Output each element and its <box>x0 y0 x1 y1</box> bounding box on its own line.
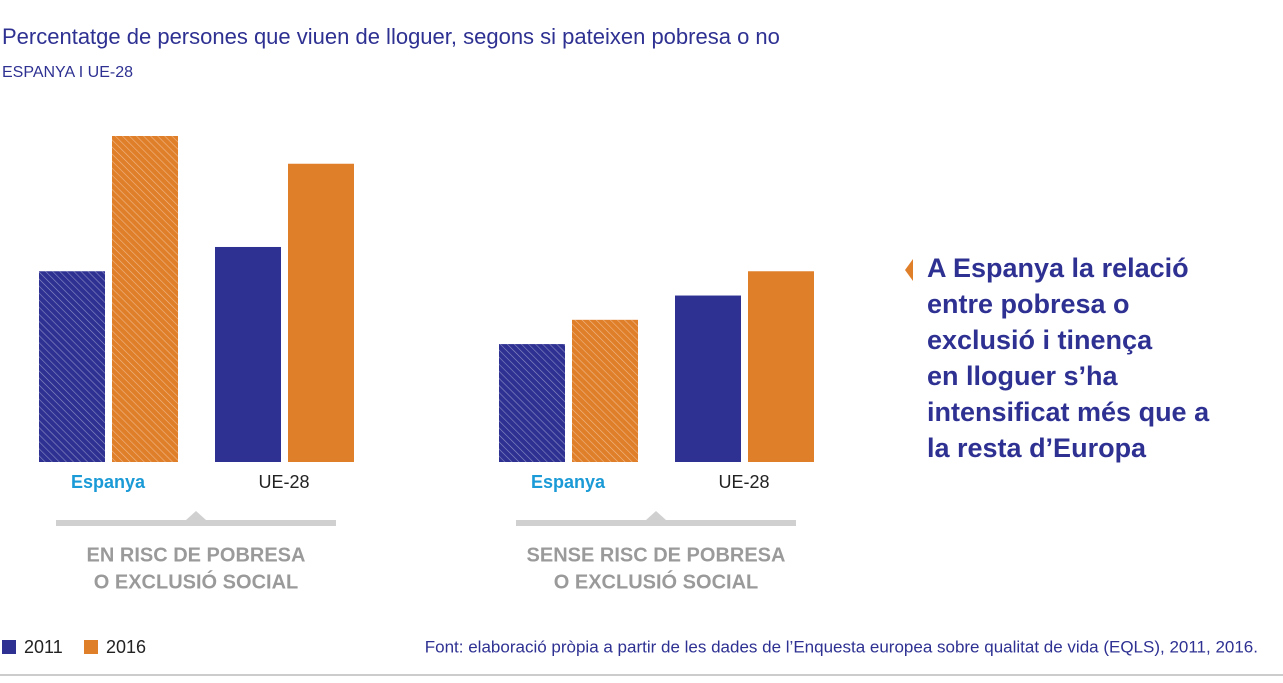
x-tick-label: Espanya <box>71 472 146 492</box>
annotation: A Espanya la relació <box>927 253 1189 283</box>
legend-swatch <box>84 640 98 654</box>
annotation: entre pobresa o <box>927 289 1130 319</box>
legend-swatch <box>2 640 16 654</box>
group-label: O EXCLUSIÓ SOCIAL <box>94 569 298 593</box>
group-label: SENSE RISC DE POBRESA <box>527 544 786 566</box>
bar <box>675 295 741 462</box>
source: Font: elaboració pròpia a partir de les … <box>425 637 1258 656</box>
group-bracket <box>56 511 336 526</box>
x-tick-label: UE-28 <box>718 472 769 492</box>
group-label: EN RISC DE POBRESA <box>87 544 306 566</box>
bar-hatch <box>39 271 105 462</box>
chart-title: Percentatge de persones que viuen de llo… <box>2 24 780 49</box>
bar <box>748 271 814 462</box>
group-label: O EXCLUSIÓ SOCIAL <box>554 569 758 593</box>
bar-hatch <box>499 344 565 462</box>
chart-subtitle: ESPANYA I UE-28 <box>2 64 133 81</box>
annotation-marker <box>905 259 913 281</box>
x-tick-label: Espanya <box>531 472 606 492</box>
x-tick-label: UE-28 <box>258 472 309 492</box>
annotation: en lloguer s’ha <box>927 361 1119 391</box>
annotation: la resta d’Europa <box>927 433 1147 463</box>
legend-label: 2016 <box>106 637 146 657</box>
bar <box>288 163 354 462</box>
bar <box>215 246 281 462</box>
group-bracket <box>516 511 796 526</box>
bar-hatch <box>112 136 178 462</box>
annotation: intensificat més que a <box>927 397 1210 427</box>
annotation: exclusió i tinença <box>927 325 1153 355</box>
bar-hatch <box>572 319 638 462</box>
legend-label: 2011 <box>24 637 63 657</box>
